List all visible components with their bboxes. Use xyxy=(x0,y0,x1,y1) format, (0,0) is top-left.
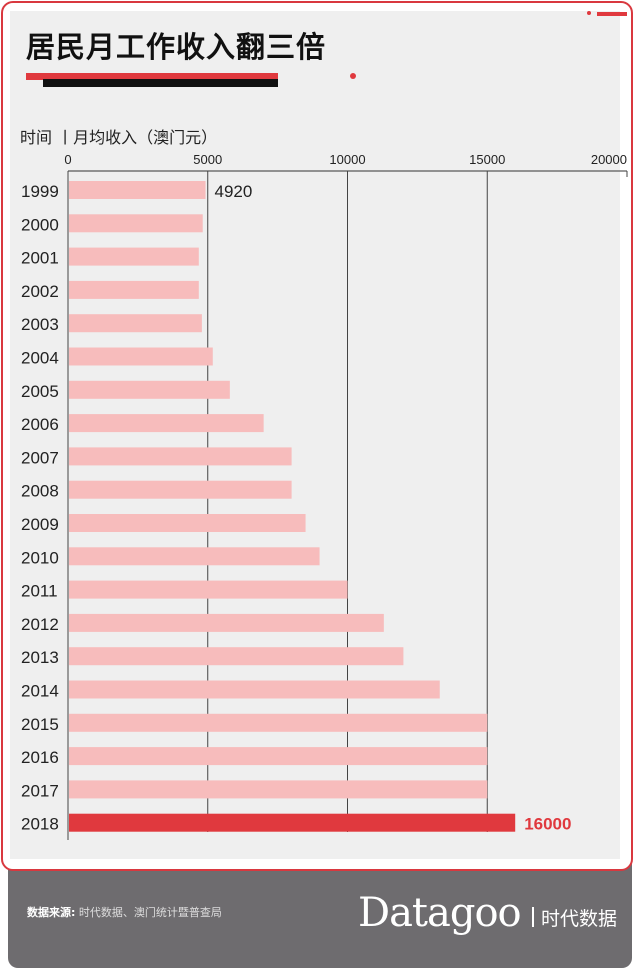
y-tick-label: 2003 xyxy=(21,315,59,334)
y-tick-label: 2010 xyxy=(21,548,59,567)
source-label: 数据来源: xyxy=(27,906,76,919)
bar-2013 xyxy=(69,647,404,666)
y-tick-label: 1999 xyxy=(21,182,59,201)
datagoo-logo: Datagoo xyxy=(358,890,522,936)
bar-2006 xyxy=(69,414,264,433)
bar-2010 xyxy=(69,547,320,566)
title-dot xyxy=(350,73,356,79)
title-underline-red xyxy=(26,73,278,80)
y-tick-label: 2016 xyxy=(21,748,59,767)
bar-2008 xyxy=(69,480,292,499)
bar-2016 xyxy=(69,747,488,766)
bar-2007 xyxy=(69,447,292,466)
y-tick-label: 2004 xyxy=(21,349,59,368)
y-tick-label: 2008 xyxy=(21,482,59,501)
x-tick-label: 20000 xyxy=(591,152,627,167)
x-tick-label: 5000 xyxy=(193,152,222,167)
bar-2014 xyxy=(69,680,440,699)
y-tick-label: 2002 xyxy=(21,282,59,301)
y-tick-label: 2009 xyxy=(21,515,59,534)
y-tick-label: 2011 xyxy=(21,582,58,601)
bar-2003 xyxy=(69,314,202,333)
bar-2005 xyxy=(69,380,230,399)
bar-2004 xyxy=(69,347,213,366)
corner-dot xyxy=(587,11,591,15)
logo-separator xyxy=(532,907,534,927)
title-underline-black xyxy=(43,79,278,87)
bar-2018 xyxy=(69,813,516,832)
chart-title: 居民月工作收入翻三倍 xyxy=(26,30,327,64)
data-label-2018: 16000 xyxy=(524,815,571,834)
x-tick-label: 10000 xyxy=(329,152,365,167)
bar-2011 xyxy=(69,580,348,599)
bar-2015 xyxy=(69,713,488,732)
bar-2017 xyxy=(69,780,488,799)
y-tick-label: 2012 xyxy=(21,615,59,634)
bar-2009 xyxy=(69,514,306,532)
bar-1999 xyxy=(69,181,206,199)
source-text: 时代数据、澳门统计暨普查局 xyxy=(78,906,222,919)
axis-subtitle: 时间 丨月均收入（澳门元） xyxy=(20,128,218,147)
y-tick-label: 2013 xyxy=(21,648,59,667)
bar-2002 xyxy=(69,280,199,299)
y-tick-label: 2006 xyxy=(21,415,59,434)
bar-2001 xyxy=(69,247,199,266)
logo-cn: 时代数据 xyxy=(541,908,618,930)
x-tick-label: 0 xyxy=(64,152,71,167)
y-tick-label: 2001 xyxy=(21,249,59,268)
y-tick-label: 2018 xyxy=(21,815,59,834)
bar-2012 xyxy=(69,613,384,632)
x-tick-label: 15000 xyxy=(469,152,505,167)
y-tick-label: 2015 xyxy=(21,715,59,734)
y-tick-label: 2007 xyxy=(21,448,59,467)
y-tick-label: 2005 xyxy=(21,382,59,401)
y-tick-label: 2017 xyxy=(21,781,59,800)
bar-2000 xyxy=(69,214,203,233)
y-tick-label: 2000 xyxy=(21,215,59,234)
y-tick-label: 2014 xyxy=(21,682,59,701)
data-source: 数据来源: 时代数据、澳门统计暨普查局 xyxy=(27,904,222,920)
data-label-1999: 4920 xyxy=(215,182,253,201)
corner-decoration xyxy=(597,12,627,16)
